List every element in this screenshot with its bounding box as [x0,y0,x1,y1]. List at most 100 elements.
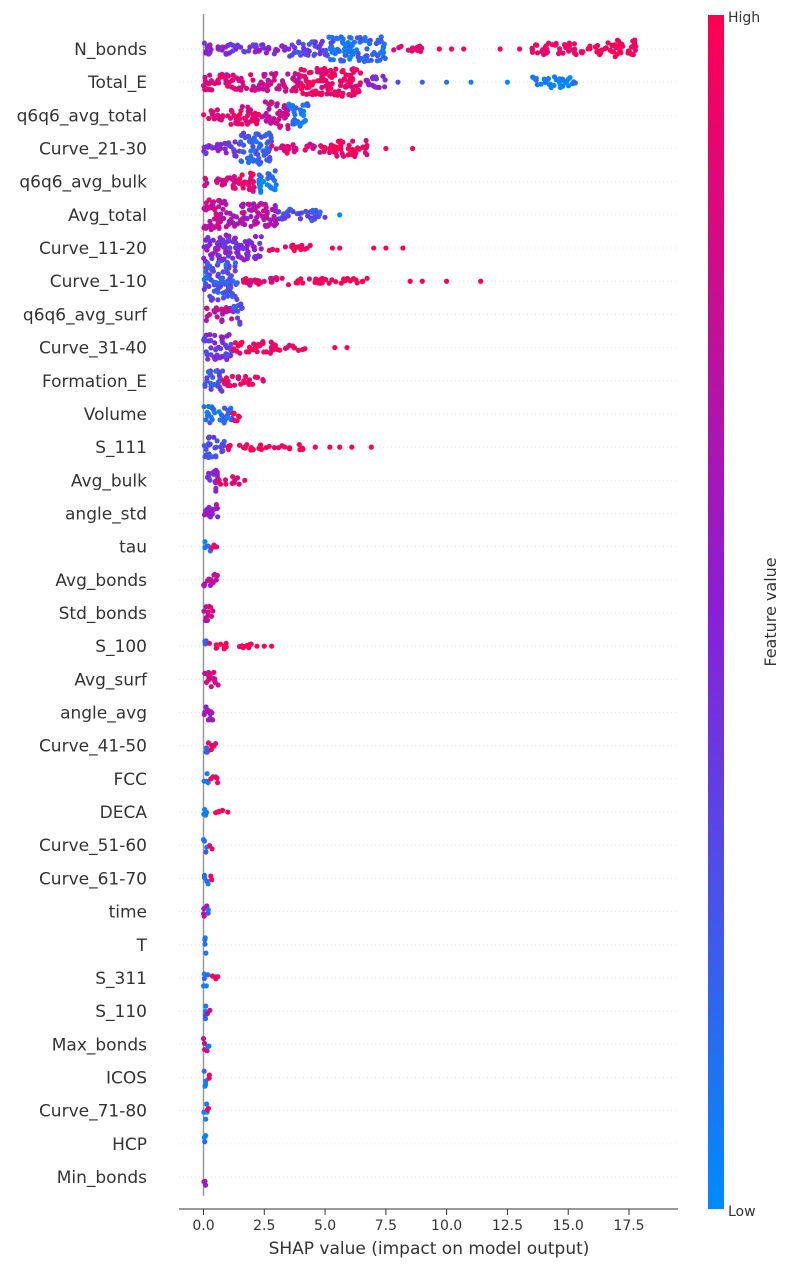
shap-point [256,47,263,53]
shap-point [201,205,207,212]
shap-point [238,75,244,81]
shap-point [203,150,209,157]
shap-point [357,70,364,76]
shap-point [206,442,212,448]
shap-point [329,245,335,251]
shap-point [236,481,242,487]
shap-point [201,404,207,410]
shap-point [531,75,538,82]
shap-point [270,343,276,349]
shap-point [271,445,277,451]
shap-point [282,244,288,250]
shap-point [265,171,271,177]
shap-point [271,223,278,229]
shap-point [563,44,569,51]
feature-label: S_100 [95,637,147,657]
shap-point [328,57,334,63]
shap-point [204,771,210,777]
shap-point [317,78,323,84]
shap-point [228,107,234,113]
shap-point [248,72,254,78]
shap-point [271,51,277,57]
shap-point [229,480,235,486]
shap-point [234,42,241,48]
shap-point [231,112,237,118]
shap-point [269,118,276,124]
shap-point [391,47,397,53]
shap-point [216,204,222,210]
shap-point [286,144,292,150]
shap-point [205,677,212,683]
shap-point [269,175,276,181]
shap-point [204,375,210,381]
feature-row [202,935,209,956]
shap-point [201,975,207,982]
shap-point [351,92,357,98]
shap-point [407,278,413,284]
shap-point [269,71,275,77]
shap-point [203,417,209,423]
shap-point [226,50,232,56]
shap-point [253,44,259,50]
shap-point [247,157,253,163]
shap-point [276,116,282,122]
shap-point [207,72,213,78]
shap-point [208,746,214,753]
shap-point [266,247,272,253]
shap-point [225,353,231,359]
shap-point [548,84,554,91]
shap-point [335,138,341,144]
shap-point [221,405,228,411]
shap-point [225,293,231,299]
shap-point [212,309,218,315]
shap-point [220,311,226,317]
shap-point [286,445,293,451]
shap-point [238,381,244,387]
shap-point [468,79,474,85]
shap-point [213,774,219,780]
feature-label: Curve_31-40 [39,339,147,359]
shap-point [329,277,335,283]
shap-point [340,67,346,74]
shap-point [542,44,549,50]
shap-point [517,46,523,52]
shap-point [210,79,216,86]
shap-point [298,246,304,252]
shap-point [333,66,339,72]
shap-point [275,47,281,53]
shap-point [559,76,566,82]
shap-point [250,381,256,387]
shap-point [204,1101,210,1107]
shap-point [289,42,295,48]
shap-point [225,42,231,49]
shap-point [263,151,269,157]
shap-point [201,144,207,150]
shap-point [225,253,232,259]
shap-point [266,114,272,120]
shap-point [282,115,288,121]
shap-point [213,444,219,450]
shap-point [256,82,263,88]
shap-point [538,81,544,87]
shap-point [232,139,238,145]
shap-point [218,211,224,217]
shap-point [201,872,208,879]
shap-point [236,242,242,248]
shap-point [301,119,307,125]
shap-point [206,434,212,440]
shap-point [436,46,442,52]
shap-point [202,935,208,941]
shap-point [282,47,288,53]
shap-point [331,71,337,77]
feature-row [202,168,279,195]
shap-point [221,438,227,445]
shap-point [231,346,237,352]
shap-point [203,1182,209,1188]
shap-point [212,332,218,338]
shap-point [250,143,256,150]
shap-point [206,640,213,646]
shap-point [298,66,304,73]
feature-label: S_111 [95,438,147,458]
shap-point [243,118,250,124]
shap-point [326,34,332,40]
